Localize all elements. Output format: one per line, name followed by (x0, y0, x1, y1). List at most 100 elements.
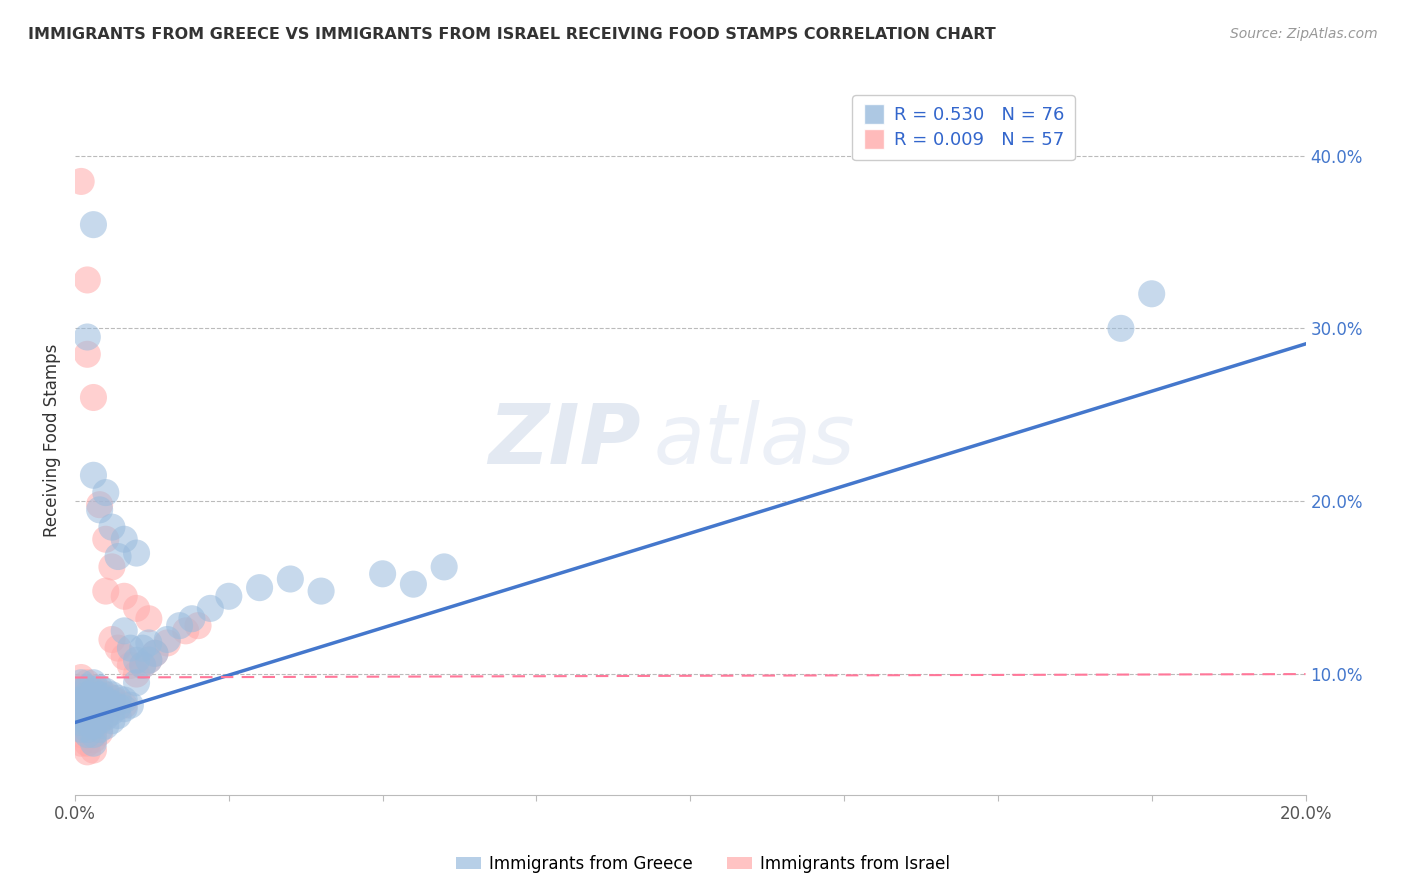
Point (174, 624, 197, 638)
Point (112, 698, 135, 713)
Point (89, 697, 111, 711)
Point (70, 728, 93, 742)
Point (94, 584, 117, 599)
Point (309, 584, 332, 599)
Point (101, 632, 124, 647)
Point (107, 695, 129, 709)
Point (89, 714, 111, 728)
Point (101, 520, 124, 534)
Point (112, 533, 135, 547)
Point (138, 653, 160, 667)
Point (82, 693, 104, 707)
Point (125, 667, 148, 681)
Point (70, 684, 93, 698)
Point (76, 693, 98, 707)
Point (82, 218, 104, 232)
Point (94, 708, 117, 723)
Point (76, 728, 98, 742)
Point (156, 632, 179, 647)
Point (101, 560, 124, 574)
Point (76, 723, 98, 737)
Point (82, 719, 104, 733)
Point (187, 618, 209, 632)
Point (1140, 286, 1163, 301)
Point (76, 745, 98, 759)
Point (94, 693, 117, 707)
Point (249, 581, 271, 595)
Point (218, 589, 240, 603)
Point (76, 719, 98, 733)
Point (125, 653, 148, 667)
Point (70, 698, 93, 713)
Point (76, 688, 98, 702)
Point (70, 671, 93, 685)
Point (89, 503, 111, 517)
Point (89, 688, 111, 702)
Point (402, 577, 425, 591)
Point (70, 701, 93, 715)
Point (82, 468, 104, 483)
Point (94, 719, 117, 733)
Point (70, 723, 93, 737)
Point (125, 675, 148, 690)
Point (82, 675, 104, 690)
Point (1109, 321, 1132, 335)
Point (280, 572, 302, 586)
Point (138, 653, 160, 667)
Point (89, 705, 111, 719)
Point (82, 732, 104, 747)
Point (76, 688, 98, 702)
Point (89, 723, 111, 737)
Point (89, 498, 111, 512)
Point (131, 658, 153, 673)
Point (143, 646, 166, 660)
Point (82, 691, 104, 706)
Point (120, 641, 142, 656)
Point (120, 658, 142, 673)
Point (101, 691, 124, 706)
Legend: Immigrants from Greece, Immigrants from Israel: Immigrants from Greece, Immigrants from … (450, 848, 956, 880)
Point (112, 589, 135, 603)
Point (112, 624, 135, 638)
Point (94, 485, 117, 500)
Point (94, 710, 117, 724)
Point (101, 701, 124, 715)
Point (89, 681, 111, 695)
Text: Source: ZipAtlas.com: Source: ZipAtlas.com (1230, 27, 1378, 41)
Point (180, 612, 202, 626)
Point (101, 697, 124, 711)
Point (70, 691, 93, 706)
Point (94, 701, 117, 715)
Point (82, 736, 104, 750)
Point (125, 546, 148, 560)
Point (82, 391, 104, 405)
Point (76, 273, 98, 287)
Text: IMMIGRANTS FROM GREECE VS IMMIGRANTS FROM ISRAEL RECEIVING FOOD STAMPS CORRELATI: IMMIGRANTS FROM GREECE VS IMMIGRANTS FRO… (28, 27, 995, 42)
Point (107, 641, 129, 656)
Point (433, 560, 456, 574)
Point (82, 728, 104, 742)
Point (94, 698, 117, 713)
Point (82, 701, 104, 715)
Point (70, 715, 93, 730)
Point (89, 695, 111, 709)
Point (70, 174, 93, 188)
Point (82, 710, 104, 724)
Point (76, 347, 98, 361)
Point (76, 728, 98, 742)
Point (120, 698, 142, 713)
Point (169, 618, 191, 632)
Point (94, 533, 117, 547)
Point (107, 708, 129, 723)
Point (107, 549, 129, 564)
Point (76, 681, 98, 695)
Point (107, 699, 129, 714)
Point (371, 566, 394, 581)
Point (131, 658, 153, 673)
Point (143, 646, 166, 660)
Point (76, 708, 98, 723)
Point (76, 675, 98, 690)
Y-axis label: Receiving Food Stamps: Receiving Food Stamps (44, 344, 60, 537)
Point (89, 715, 111, 730)
Point (94, 688, 117, 702)
